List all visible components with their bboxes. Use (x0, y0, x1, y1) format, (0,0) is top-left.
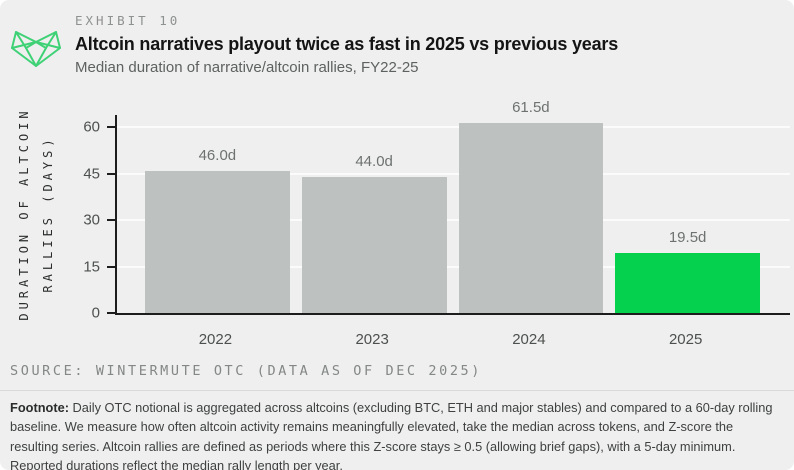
footnote-text: Daily OTC notional is aggregated across … (10, 400, 773, 470)
wintermute-logo (8, 25, 64, 73)
bar-value-label-2022: 46.0d (198, 146, 237, 164)
footnote: Footnote: Daily OTC notional is aggregat… (0, 390, 794, 470)
y-tick-label-0: 0 (91, 304, 100, 322)
x-tick-label-2022: 2022 (198, 331, 233, 348)
chart-title: Altcoin narratives playout twice as fast… (75, 34, 619, 54)
chart-subtitle: Median duration of narrative/altcoin ral… (75, 59, 419, 76)
x-axis-labels: 2022 2023 2024 2025 (115, 331, 788, 348)
y-axis-label: DURATION OF ALTCOIN RALLIES (DAYS) (12, 107, 60, 320)
x-tick-label-2025: 2025 (668, 331, 703, 348)
plot-area: 46.0d 44.0d 61.5d 19.5d 0 15 30 45 60 (83, 99, 790, 322)
header: EXHIBIT 10 Altcoin narratives playout tw… (75, 13, 778, 76)
y-tick-label-45: 45 (83, 165, 100, 183)
bar-2022 (145, 170, 290, 313)
y-tickmark-15 (107, 265, 117, 268)
gridline-30 (117, 219, 790, 222)
y-tickmark-30 (107, 219, 117, 222)
bar-2024 (458, 122, 604, 313)
wintermute-logo-icon (11, 31, 61, 67)
bar-group-2023: 44.0d (301, 115, 447, 313)
y-axis-label-wrap: DURATION OF ALTCOIN RALLIES (DAYS) (10, 107, 62, 320)
y-tick-label-60: 60 (83, 118, 100, 136)
bar-value-label-2023: 44.0d (355, 152, 393, 170)
bar-value-label-2025: 19.5d (668, 228, 707, 246)
source-line: SOURCE: WINTERMUTE OTC (DATA AS OF DEC 2… (10, 363, 483, 379)
footnote-label: Footnote: (10, 400, 69, 415)
y-tickmark-0 (107, 312, 117, 314)
bar-2025 (615, 252, 760, 313)
bar-2023 (301, 176, 447, 313)
gridline-15 (117, 265, 790, 268)
bars: 46.0d 44.0d 61.5d 19.5d (117, 99, 790, 313)
y-axis-label-line1: DURATION OF ALTCOIN (17, 107, 31, 321)
exhibit-label: EXHIBIT 10 (75, 13, 181, 28)
y-tickmark-45 (107, 172, 117, 175)
bar-group-2024: 61.5d (458, 99, 604, 313)
y-tickmark-60 (107, 126, 117, 129)
x-tick-label-2024: 2024 (512, 331, 546, 348)
gridline-60 (117, 126, 790, 129)
bar-group-2022: 46.0d (145, 115, 290, 313)
x-tick-label-2023: 2023 (355, 331, 389, 348)
bar-value-label-2024: 61.5d (512, 98, 550, 116)
gridline-45 (117, 172, 790, 175)
y-tick-label-15: 15 (83, 258, 100, 276)
y-axis-label-line2: RALLIES (DAYS) (41, 135, 55, 293)
bar-group-2025: 19.5d (615, 115, 760, 313)
y-tick-label-30: 30 (83, 211, 100, 229)
